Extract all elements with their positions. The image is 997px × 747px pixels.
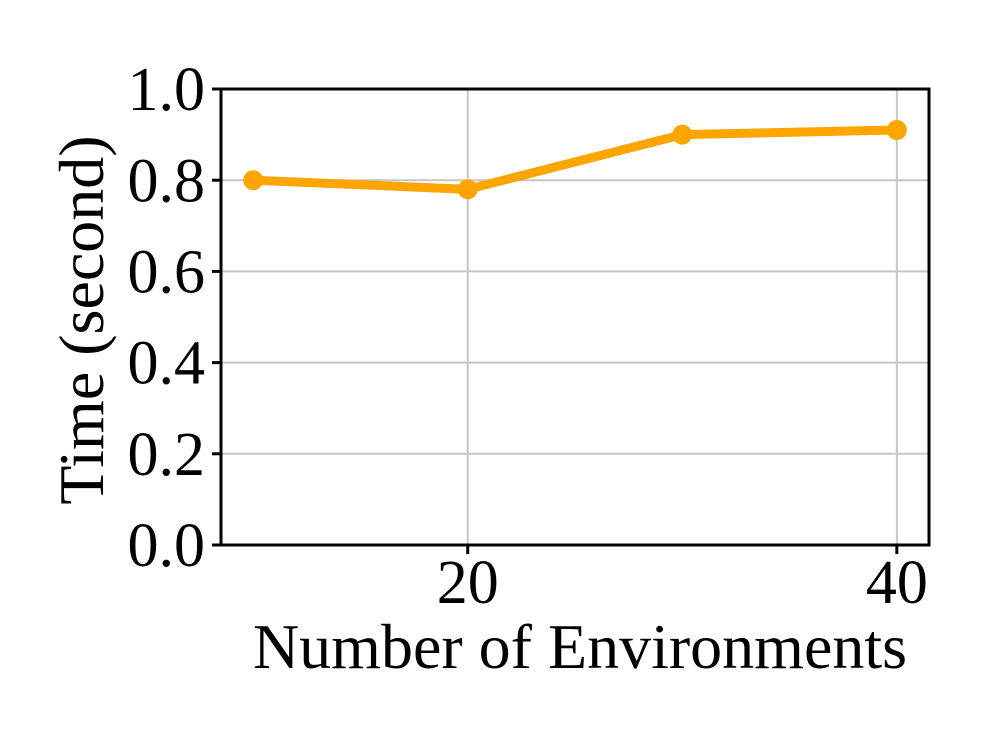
y-axis-label: Time (second) bbox=[46, 135, 117, 504]
data-series bbox=[243, 120, 907, 200]
plot-border bbox=[219, 87, 931, 547]
y-tick-label: 0.8 bbox=[128, 147, 206, 215]
y-tick-labels: 0.0 0.2 0.4 0.6 0.8 1.0 bbox=[128, 56, 206, 580]
x-tick-label: 40 bbox=[866, 549, 928, 617]
y-tick-label: 0.6 bbox=[128, 238, 206, 306]
data-point-marker bbox=[457, 179, 478, 200]
x-tick-labels: 20 40 bbox=[437, 549, 928, 617]
y-tick-label: 0.4 bbox=[128, 330, 206, 398]
x-tick-label: 20 bbox=[437, 549, 499, 617]
x-axis-label: Number of Environments bbox=[253, 611, 907, 682]
data-point-marker bbox=[672, 124, 693, 145]
data-point-marker bbox=[886, 120, 907, 141]
data-line bbox=[248, 125, 902, 194]
y-tick-label: 1.0 bbox=[128, 56, 206, 124]
y-tick-label: 0.0 bbox=[128, 512, 206, 580]
data-point-marker bbox=[243, 170, 264, 191]
axis-ticks bbox=[212, 87, 899, 554]
y-tick-label: 0.2 bbox=[128, 421, 206, 489]
